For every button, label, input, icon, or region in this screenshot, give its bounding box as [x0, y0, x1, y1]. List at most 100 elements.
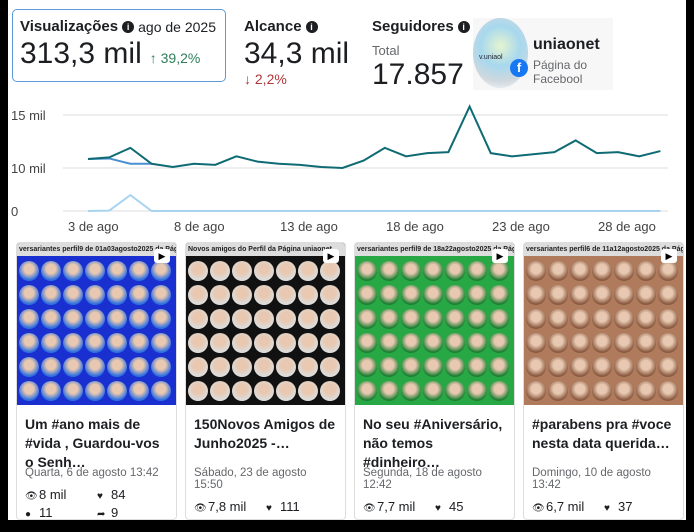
views-count: 7,8 mil — [208, 499, 247, 514]
reach-value: 34,3 mil — [244, 37, 350, 70]
post-date: Sábado, 23 de agosto 15:50 — [194, 467, 307, 491]
likes-stat: ♥ 37 — [604, 499, 664, 514]
comments-count: 11 — [39, 505, 53, 520]
views-count: 8 mil — [39, 487, 67, 502]
info-icon[interactable]: i — [305, 20, 318, 33]
thumbnail-caption: versariantes perfil9 de 01a03agosto2025 … — [17, 243, 176, 256]
views-label: Visualizações — [20, 18, 119, 35]
thumbnail-caption: Novos amigos do Perfil da Página uniaone… — [186, 243, 345, 256]
post-title[interactable]: #parabens pra #voce nesta data querida… — [532, 416, 672, 451]
post-date: Domingo, 10 de agosto 13:42 — [532, 467, 651, 491]
post-thumbnail[interactable]: Novos amigos do Perfil da Página uniaone… — [186, 243, 345, 405]
views-count: 6,7 mil — [546, 499, 585, 514]
comment-icon: ● — [25, 509, 32, 520]
comments-count: 4 — [546, 517, 553, 519]
post-card[interactable]: Novos amigos do Perfil da Página uniaone… — [185, 242, 346, 520]
profile-name: uniaonet — [533, 36, 600, 53]
likes-stat: ♥ 111 — [266, 499, 326, 514]
heart-icon: ♥ — [435, 503, 441, 514]
reach-kpi: Alcance i 34,3 mil ↓ 2,2% — [244, 18, 349, 87]
post-thumbnail[interactable]: versariantes perfil9 de 18a22agosto2025 … — [355, 243, 514, 405]
x-tick-label: 13 de ago — [280, 219, 338, 234]
heart-icon: ♥ — [604, 503, 610, 514]
y-tick-label: 15 mil — [11, 108, 46, 123]
info-icon[interactable]: i — [122, 20, 135, 33]
y-tick-label: 10 mil — [11, 161, 46, 176]
series-tertiary-line — [87, 193, 661, 212]
followers-label: Seguidores — [372, 18, 454, 35]
post-card[interactable]: versariantes perfil6 de 11a12agosto2025 … — [523, 242, 684, 520]
profile-badge[interactable]: v.uniaol f uniaonet Página do Facebool — [473, 18, 613, 90]
shares-count: 10 — [280, 517, 294, 519]
shares-stat: ➦10 — [435, 517, 495, 519]
share-icon: ➦ — [97, 509, 106, 520]
post-card[interactable]: versariantes perfil9 de 01a03agosto2025 … — [16, 242, 177, 520]
views-line-chart: 15 mil 10 mil 0 3 de ago 8 de ago 13 de ago 18… — [11, 104, 668, 234]
profile-type: Página do Facebool — [533, 58, 588, 86]
avatar: v.uniaol — [473, 18, 528, 88]
likes-count: 111 — [280, 499, 300, 514]
eye-icon: 👁 — [194, 503, 207, 514]
post-title[interactable]: No seu #Aniversário, não temos #dinheiro… — [363, 416, 503, 470]
likes-stat: ♥ 45 — [435, 499, 495, 514]
reel-icon: ▶ — [323, 249, 339, 263]
likes-count: 84 — [111, 487, 126, 502]
x-tick-label: 23 de ago — [492, 219, 550, 234]
post-thumbnail[interactable]: versariantes perfil6 de 11a12agosto2025 … — [524, 243, 683, 405]
eye-icon: 👁 — [25, 491, 38, 502]
views-count: 7,7 mil — [377, 499, 416, 514]
views-value: 313,3 mil — [20, 37, 142, 70]
eye-icon: 👁 — [532, 503, 545, 514]
thumbnail-caption: versariantes perfil9 de 18a22agosto2025 … — [355, 243, 514, 256]
comments-count: 6 — [377, 517, 384, 519]
series-main-line — [87, 104, 661, 170]
x-tick-label: 8 de ago — [174, 219, 225, 234]
followers-kpi: Seguidores i Total 17.857 — [372, 18, 470, 92]
insights-panel: Visualizações i ago de 2025 313,3 mil ↑ 39,… — [8, 0, 686, 520]
views-stat: 👁7,8 mil — [194, 499, 266, 514]
y-tick-label: 0 — [11, 204, 18, 219]
post-title[interactable]: 150Novos Amigos de Junho2025 -… — [194, 416, 336, 451]
x-tick-label: 3 de ago — [68, 219, 119, 234]
post-card[interactable]: versariantes perfil9 de 18a22agosto2025 … — [354, 242, 515, 520]
shares-count: 9 — [111, 505, 119, 520]
shares-stat: ➦10 — [266, 517, 326, 519]
facebook-icon: f — [510, 59, 528, 77]
avatar-text: v.uniaol — [479, 54, 503, 61]
info-icon[interactable]: i — [457, 20, 470, 33]
views-change: ↑ 39,2% — [149, 50, 201, 66]
comments-stat: ●15 — [194, 517, 266, 519]
reel-icon: ▶ — [154, 249, 170, 263]
shares-stat: ➦11 — [604, 517, 664, 519]
comments-stat: ●6 — [363, 517, 435, 519]
x-tick-label: 28 de ago — [598, 219, 656, 234]
shares-stat: ➦ 9 — [97, 505, 157, 520]
period-label: ago de 2025 — [138, 18, 216, 35]
shares-count: 10 — [449, 517, 463, 519]
reel-icon: ▶ — [492, 249, 508, 263]
post-date: Quarta, 6 de agosto 13:42 — [25, 467, 159, 479]
post-date: Segunda, 18 de agosto 12:42 — [363, 467, 482, 491]
views-stat: 👁6,7 mil — [532, 499, 604, 514]
reel-icon: ▶ — [661, 249, 677, 263]
likes-count: 37 — [618, 499, 633, 514]
heart-icon: ♥ — [97, 491, 103, 502]
x-tick-label: 18 de ago — [386, 219, 444, 234]
post-thumbnail[interactable]: versariantes perfil9 de 01a03agosto2025 … — [17, 243, 176, 405]
followers-sub: Total — [372, 43, 400, 58]
reach-label: Alcance — [244, 18, 302, 35]
likes-stat: ♥ 84 — [97, 487, 157, 502]
reach-change: ↓ 2,2% — [244, 71, 287, 87]
views-stat: 👁8 mil — [25, 487, 97, 502]
heart-icon: ♥ — [266, 503, 272, 514]
views-kpi-card[interactable] — [12, 9, 226, 82]
likes-count: 45 — [449, 499, 464, 514]
views-stat: 👁7,7 mil — [363, 499, 435, 514]
shares-count: 11 — [618, 517, 632, 519]
comments-stat: ● 11 — [25, 505, 97, 520]
post-title[interactable]: Um #ano mais de #vida , Guardou-vos o Se… — [25, 416, 160, 470]
followers-value: 17.857 — [372, 58, 464, 91]
comments-stat: ●4 — [532, 517, 604, 519]
comments-count: 15 — [208, 517, 222, 519]
views-kpi: Visualizações i ago de 2025 313,3 mil ↑ 39,… — [20, 18, 216, 71]
